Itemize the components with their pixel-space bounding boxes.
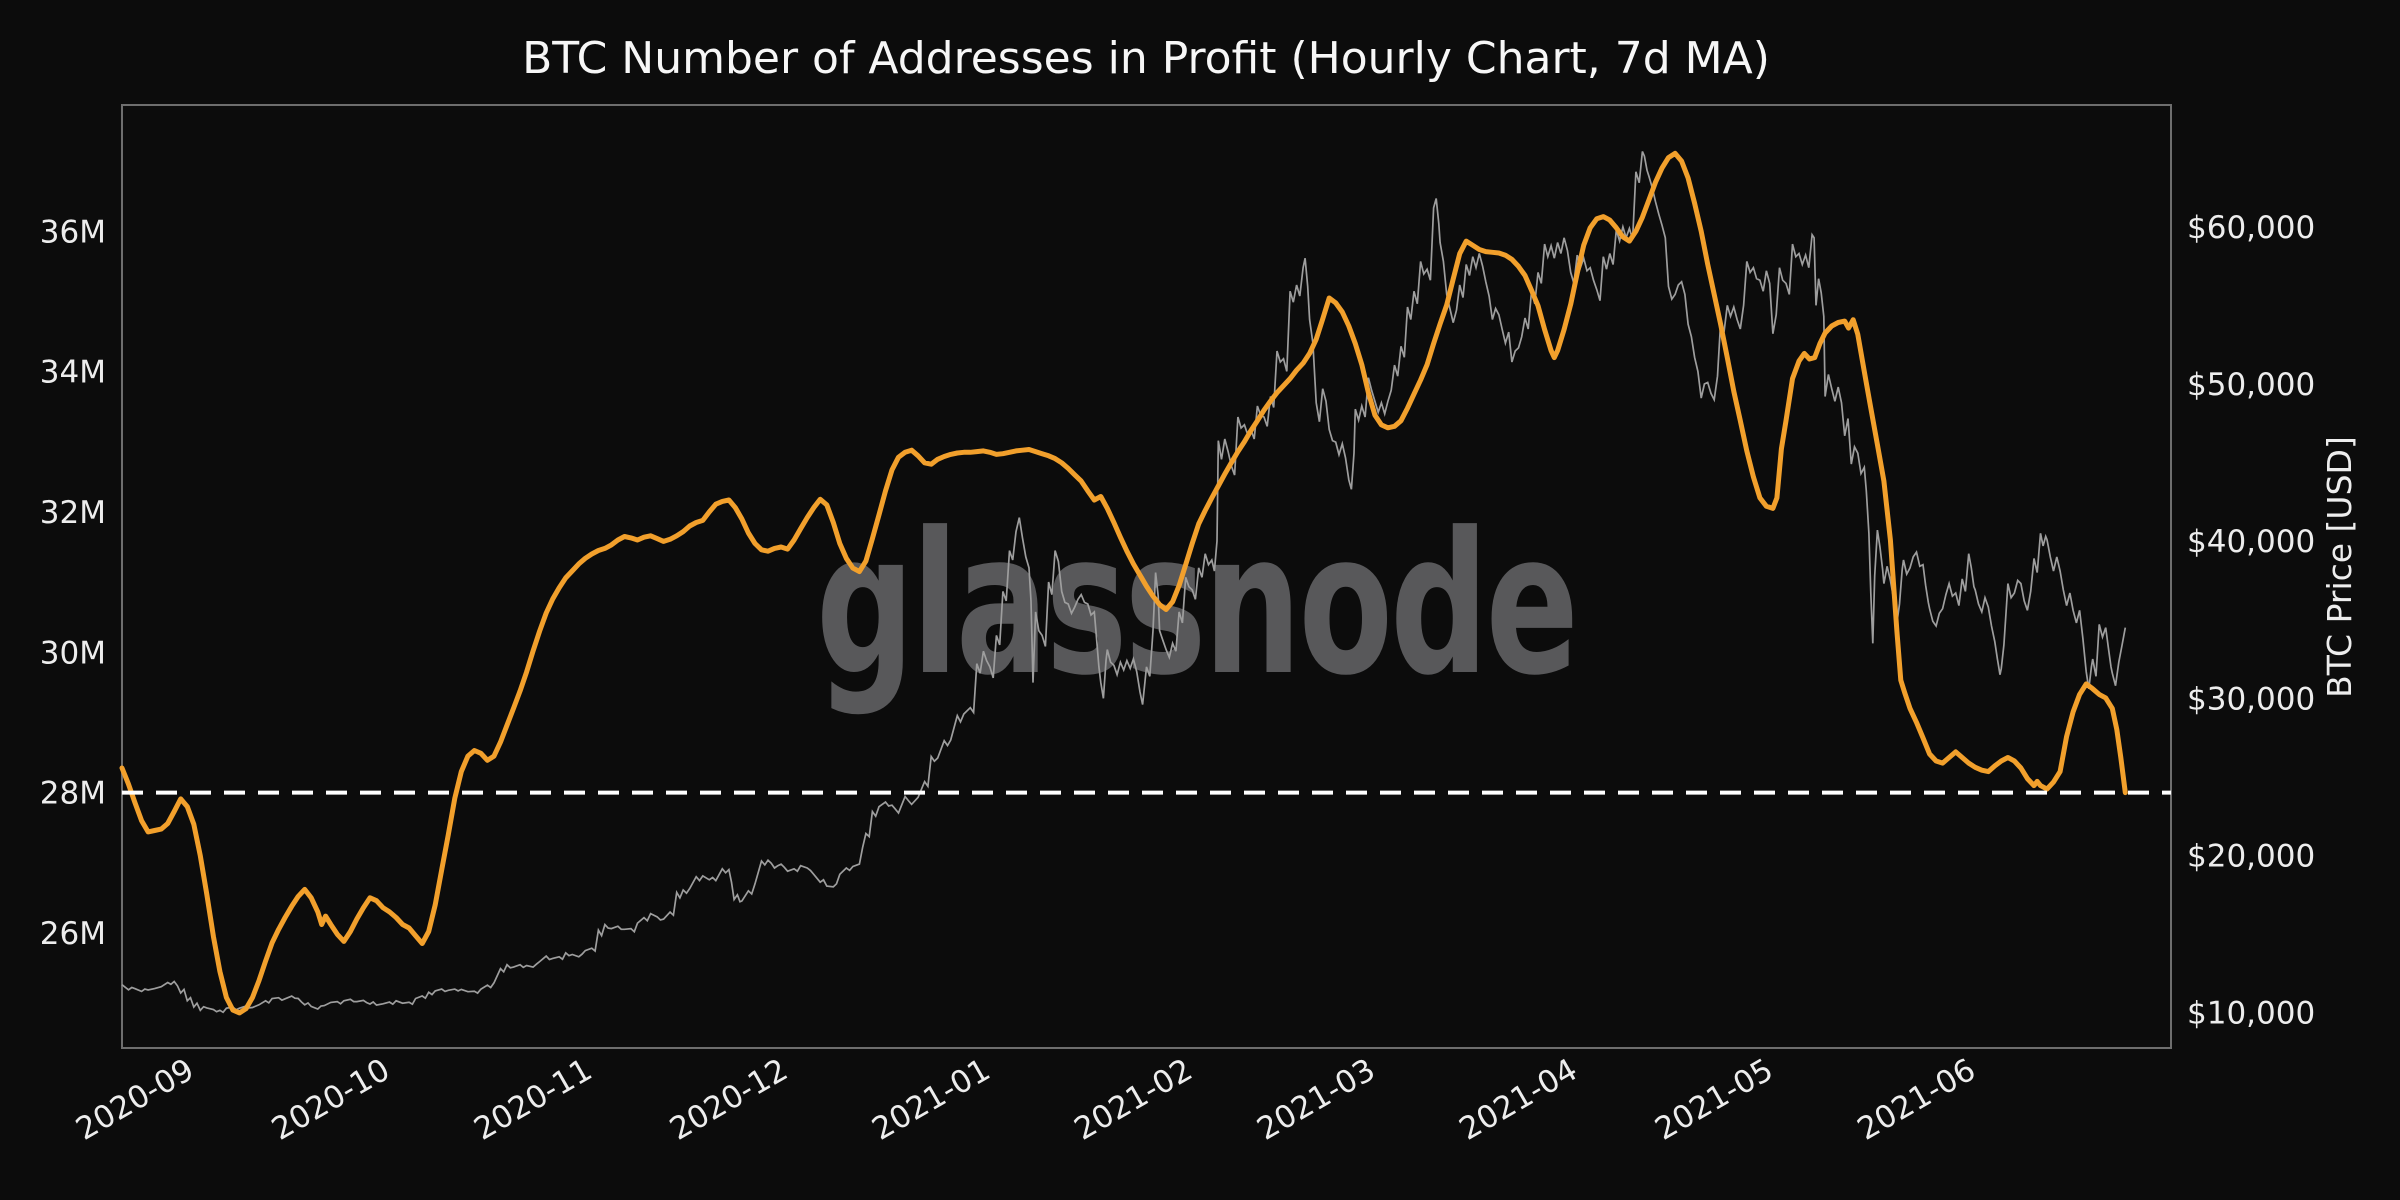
right-axis-tick-label: $10,000 — [2187, 996, 2315, 1032]
right-axis-tick-labels: $10,000 $20,000 $30,000 $40,000 $50,000 $60,0… — [2187, 210, 2315, 1032]
addresses-in-profit-series-line — [119, 150, 2128, 1016]
chart-title: BTC Number of Addresses in Profit (Hourl… — [522, 33, 1770, 84]
left-axis-tick-label: 34M — [40, 355, 106, 391]
x-axis-tick-label: 2020-12 — [664, 1052, 794, 1148]
right-axis-tick-label: $50,000 — [2187, 367, 2315, 403]
left-axis-tick-labels: 26M 28M 30M 32M 34M 36M — [40, 214, 106, 952]
x-axis-tick-label: 2021-04 — [1453, 1052, 1583, 1148]
left-axis-tick-label: 28M — [40, 776, 106, 812]
right-axis-tick-label: $30,000 — [2187, 681, 2315, 717]
x-axis-tick-label: 2021-03 — [1251, 1052, 1381, 1148]
right-axis-tick-label: $60,000 — [2187, 210, 2315, 246]
x-axis-tick-label: 2021-06 — [1851, 1052, 1981, 1148]
left-axis-tick-label: 32M — [40, 495, 106, 531]
left-axis-tick-label: 30M — [40, 635, 106, 671]
plot-border — [121, 104, 2172, 1049]
x-axis-tick-labels: 2020-09 2020-10 2020-11 2020-12 2021-01 2021-… — [70, 1052, 1982, 1148]
btc-price-series-line — [121, 151, 2127, 1014]
x-axis-tick-label: 2021-01 — [866, 1052, 996, 1148]
x-axis-tick-label: 2021-05 — [1649, 1052, 1779, 1148]
left-axis-tick-label: 26M — [40, 916, 106, 952]
right-axis-tick-label: $20,000 — [2187, 838, 2315, 874]
right-axis-label: BTC Price [USD] — [2320, 436, 2359, 698]
right-axis-tick-label: $40,000 — [2187, 524, 2315, 560]
x-axis-tick-label: 2020-09 — [70, 1052, 200, 1148]
left-axis-tick-label: 36M — [40, 214, 106, 250]
x-axis-tick-label: 2020-10 — [266, 1052, 396, 1148]
x-axis-tick-label: 2021-02 — [1068, 1052, 1198, 1148]
x-axis-tick-label: 2020-11 — [468, 1052, 598, 1148]
